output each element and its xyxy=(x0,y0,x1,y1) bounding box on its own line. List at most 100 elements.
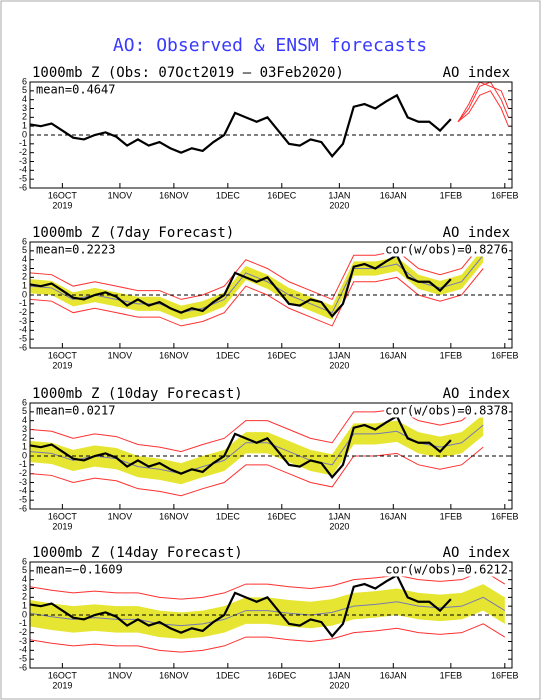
plot-frame xyxy=(29,561,513,669)
x-tick-label: 16JAN xyxy=(380,670,407,680)
y-tick-label: -3 xyxy=(19,316,27,326)
y-tick-label: -3 xyxy=(19,636,27,646)
panel-right-title: AO index xyxy=(443,386,510,402)
panel-title: 1000mb Z (Obs: 07Oct2019 – 03Feb2020) xyxy=(32,65,344,81)
y-tick-label: -3 xyxy=(19,156,27,166)
y-tick-label: 1 xyxy=(22,121,27,131)
y-tick-label: -5 xyxy=(19,174,27,184)
annotation: cor(w/obs)=0.8378 xyxy=(385,404,508,418)
y-tick-label: 3 xyxy=(22,103,27,113)
y-tick-label: -2 xyxy=(19,147,27,157)
y-tick-label: 4 xyxy=(22,415,27,425)
y-tick-label: -4 xyxy=(19,645,27,655)
x-tick-label: 1DEC xyxy=(216,511,241,521)
y-tick-label: 5 xyxy=(22,245,27,255)
y-tick-label: 6 xyxy=(22,76,27,86)
y-tick-label: -5 xyxy=(19,495,27,505)
y-tick-label: -1 xyxy=(19,459,27,469)
x-tick-label: 1FEB xyxy=(440,670,463,680)
x-tick-label: 16JAN xyxy=(380,511,407,521)
x-tick-label: 1DEC xyxy=(216,350,241,360)
year-label: 2019 xyxy=(52,200,72,210)
annotation: mean=0.0217 xyxy=(36,404,115,418)
y-tick-label: 4 xyxy=(22,94,27,104)
x-tick-label: 1NOV xyxy=(108,350,133,360)
annotation: cor(w/obs)=0.6212 xyxy=(385,563,508,577)
x-tick-label: 1JAN xyxy=(328,190,350,200)
y-tick-label: 2 xyxy=(22,272,27,282)
x-tick-label: 16NOV xyxy=(159,511,189,521)
forecast-line xyxy=(29,596,506,627)
year-label: 2019 xyxy=(52,360,72,370)
y-tick-label: 0 xyxy=(22,609,27,619)
year-label: 2020 xyxy=(329,200,349,210)
x-tick-label: 1JAN xyxy=(328,350,350,360)
y-tick-label: 3 xyxy=(22,263,27,273)
y-tick-label: 5 xyxy=(22,406,27,416)
panel-right-title: AO index xyxy=(443,65,510,81)
x-tick-label: 16DEC xyxy=(267,511,297,521)
y-tick-label: 5 xyxy=(22,85,27,95)
y-tick-label: 6 xyxy=(22,236,27,246)
year-label: 2019 xyxy=(52,680,72,690)
panel-right-title: AO index xyxy=(443,225,510,241)
x-tick-label: 1FEB xyxy=(440,511,463,521)
y-tick-label: 5 xyxy=(22,565,27,575)
y-tick-label: 2 xyxy=(22,433,27,443)
x-tick-label: 16OCT xyxy=(48,670,78,680)
x-tick-label: 16FEB xyxy=(491,670,519,680)
observed-line xyxy=(29,573,452,638)
plot-frame xyxy=(29,241,513,349)
x-tick-label: 1NOV xyxy=(108,670,133,680)
year-label: 2019 xyxy=(52,521,72,531)
y-tick-label: -6 xyxy=(19,182,27,192)
y-tick-label: -1 xyxy=(19,298,27,308)
x-tick-label: 16NOV xyxy=(159,350,189,360)
forecast-line xyxy=(29,241,484,301)
annotation: mean=0.2223 xyxy=(36,243,115,257)
forecast-line xyxy=(29,570,506,600)
annotation-bg xyxy=(35,242,117,257)
annotation-bg xyxy=(35,403,117,418)
y-tick-label: -2 xyxy=(19,468,27,478)
x-tick-label: 1DEC xyxy=(216,190,241,200)
x-tick-label: 16FEB xyxy=(491,190,519,200)
x-tick-label: 16OCT xyxy=(48,350,78,360)
y-tick-label: -5 xyxy=(19,654,27,664)
panel-right-title: AO index xyxy=(443,545,510,561)
observed-line xyxy=(29,253,452,318)
x-tick-label: 1DEC xyxy=(216,670,241,680)
y-tick-label: 2 xyxy=(22,112,27,122)
y-tick-label: 4 xyxy=(22,574,27,584)
x-tick-label: 1FEB xyxy=(440,350,463,360)
x-tick-label: 16JAN xyxy=(380,190,407,200)
x-tick-label: 1NOV xyxy=(108,511,133,521)
y-tick-label: -6 xyxy=(19,662,27,672)
forecast-line xyxy=(29,254,484,314)
forecast-line xyxy=(29,623,506,653)
y-tick-label: 6 xyxy=(22,397,27,407)
annotation: mean=−0.1609 xyxy=(36,563,123,577)
y-tick-label: 1 xyxy=(22,281,27,291)
x-tick-label: 1FEB xyxy=(440,190,463,200)
y-tick-label: -4 xyxy=(19,325,27,335)
y-tick-label: 0 xyxy=(22,129,27,139)
x-tick-label: 16OCT xyxy=(48,190,78,200)
annotation-bg xyxy=(384,242,509,257)
x-tick-label: 16JAN xyxy=(380,350,407,360)
y-tick-label: 3 xyxy=(22,583,27,593)
x-tick-label: 16DEC xyxy=(267,350,297,360)
year-label: 2020 xyxy=(329,360,349,370)
annotation-bg xyxy=(35,82,117,97)
y-tick-label: -4 xyxy=(19,486,27,496)
panel-title: 1000mb Z (14day Forecast) xyxy=(32,545,243,561)
x-tick-label: 16NOV xyxy=(159,670,189,680)
annotation: mean=0.4647 xyxy=(36,83,115,97)
x-tick-label: 16FEB xyxy=(491,511,519,521)
x-tick-label: 1JAN xyxy=(328,511,350,521)
y-tick-label: -1 xyxy=(19,618,27,628)
observed-line xyxy=(29,414,452,479)
x-tick-label: 16DEC xyxy=(267,670,297,680)
year-label: 2020 xyxy=(329,680,349,690)
